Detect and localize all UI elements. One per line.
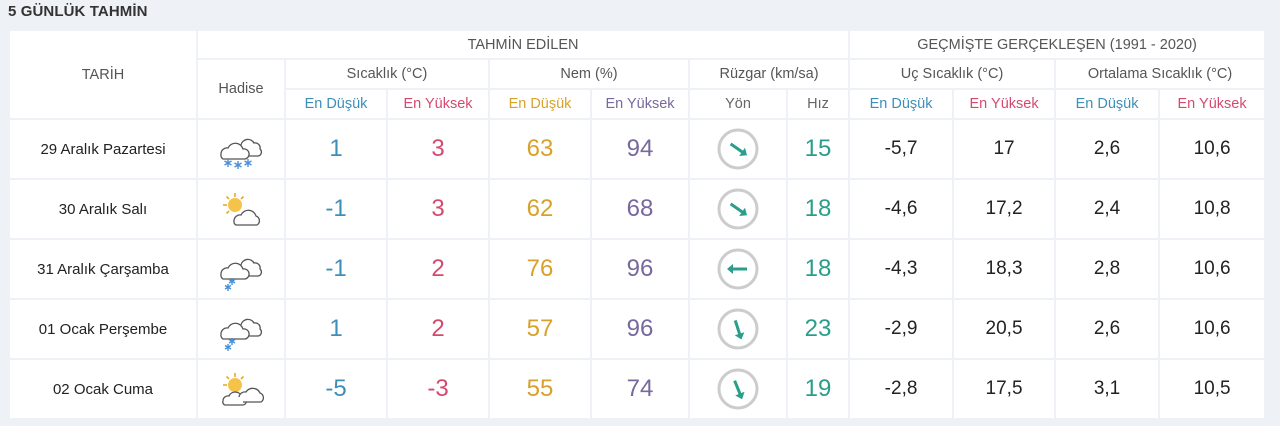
date-cell: 01 Ocak Perşembe bbox=[10, 300, 196, 358]
average-max: 10,5 bbox=[1160, 360, 1265, 418]
humidity-max: 94 bbox=[592, 120, 688, 178]
extreme-min: -4,3 bbox=[850, 240, 953, 298]
subheader-ort-max: En Yüksek bbox=[1160, 90, 1265, 118]
humidity-max: 68 bbox=[592, 180, 688, 238]
temp-max: 2 bbox=[388, 300, 488, 358]
subheader-sicaklik-min: En Düşük bbox=[286, 90, 386, 118]
southeast-arrow-icon bbox=[690, 127, 786, 171]
snow-cloud-icon bbox=[198, 307, 284, 351]
table-row: 31 Aralık Çarşamba -1 2 76 96 18 -4,3 18… bbox=[10, 240, 1265, 298]
extreme-min: -5,7 bbox=[850, 120, 953, 178]
temp-min: -1 bbox=[286, 180, 386, 238]
partly-cloudy-icon bbox=[198, 187, 284, 231]
header-uc-sicaklik: Uç Sıcaklık (°C) bbox=[850, 60, 1055, 88]
humidity-max: 74 bbox=[592, 360, 688, 418]
forecast-table: TARİH TAHMİN EDİLEN GEÇMİŞTE GERÇEKLEŞEN… bbox=[8, 29, 1266, 420]
south-arrow-icon bbox=[690, 307, 786, 351]
date-cell: 31 Aralık Çarşamba bbox=[10, 240, 196, 298]
table-row: 29 Aralık Pazartesi 1 3 63 94 15 -5,7 17… bbox=[10, 120, 1265, 178]
average-min: 2,4 bbox=[1056, 180, 1159, 238]
weather-icon-cell bbox=[198, 360, 284, 418]
date-cell: 29 Aralık Pazartesi bbox=[10, 120, 196, 178]
extreme-max: 17 bbox=[954, 120, 1055, 178]
average-max: 10,6 bbox=[1160, 240, 1265, 298]
header-hadise: Hadise bbox=[198, 60, 284, 118]
temp-min: 1 bbox=[286, 120, 386, 178]
temp-max: 3 bbox=[388, 120, 488, 178]
southeast-arrow-icon bbox=[690, 187, 786, 231]
temp-min: -1 bbox=[286, 240, 386, 298]
weather-icon-cell bbox=[198, 300, 284, 358]
wind-speed: 18 bbox=[788, 240, 849, 298]
average-max: 10,6 bbox=[1160, 300, 1265, 358]
header-ortalama-sicaklik: Ortalama Sıcaklık (°C) bbox=[1056, 60, 1265, 88]
table-row: 01 Ocak Perşembe 1 2 57 96 23 -2,9 20,5 … bbox=[10, 300, 1265, 358]
wind-direction-cell bbox=[690, 240, 786, 298]
snow-cloud-icon bbox=[198, 127, 284, 171]
average-min: 3,1 bbox=[1056, 360, 1159, 418]
weather-icon-cell bbox=[198, 240, 284, 298]
subheader-nem-max: En Yüksek bbox=[592, 90, 688, 118]
weather-icon-cell bbox=[198, 120, 284, 178]
header-sicaklik: Sıcaklık (°C) bbox=[286, 60, 488, 88]
subheader-ort-min: En Düşük bbox=[1056, 90, 1159, 118]
wind-speed: 18 bbox=[788, 180, 849, 238]
humidity-min: 62 bbox=[490, 180, 590, 238]
subheader-sicaklik-max: En Yüksek bbox=[388, 90, 488, 118]
extreme-min: -2,9 bbox=[850, 300, 953, 358]
average-min: 2,6 bbox=[1056, 300, 1159, 358]
wind-direction-cell bbox=[690, 180, 786, 238]
wind-direction-cell bbox=[690, 300, 786, 358]
temp-max: 2 bbox=[388, 240, 488, 298]
humidity-min: 55 bbox=[490, 360, 590, 418]
average-max: 10,6 bbox=[1160, 120, 1265, 178]
wind-speed: 15 bbox=[788, 120, 849, 178]
table-row: 30 Aralık Salı -1 3 62 68 18 -4,6 17,2 2… bbox=[10, 180, 1265, 238]
date-cell: 30 Aralık Salı bbox=[10, 180, 196, 238]
extreme-max: 17,5 bbox=[954, 360, 1055, 418]
humidity-min: 76 bbox=[490, 240, 590, 298]
extreme-min: -2,8 bbox=[850, 360, 953, 418]
forecast-title: 5 GÜNLÜK TAHMİN bbox=[8, 3, 148, 20]
table-row: 02 Ocak Cuma -5 -3 55 74 19 -2,8 17,5 3,… bbox=[10, 360, 1265, 418]
subheader-uc-min: En Düşük bbox=[850, 90, 953, 118]
temp-min: 1 bbox=[286, 300, 386, 358]
average-max: 10,8 bbox=[1160, 180, 1265, 238]
humidity-min: 57 bbox=[490, 300, 590, 358]
extreme-max: 20,5 bbox=[954, 300, 1055, 358]
south-arrow-icon bbox=[690, 367, 786, 411]
temp-max: -3 bbox=[388, 360, 488, 418]
subheader-yon: Yön bbox=[690, 90, 786, 118]
date-cell: 02 Ocak Cuma bbox=[10, 360, 196, 418]
west-arrow-icon bbox=[690, 247, 786, 291]
extreme-max: 18,3 bbox=[954, 240, 1055, 298]
temp-max: 3 bbox=[388, 180, 488, 238]
subheader-uc-max: En Yüksek bbox=[954, 90, 1055, 118]
header-tahmin-edilen: TAHMİN EDİLEN bbox=[198, 31, 849, 58]
extreme-max: 17,2 bbox=[954, 180, 1055, 238]
partly-cloudy-icon bbox=[198, 367, 284, 411]
subheader-nem-min: En Düşük bbox=[490, 90, 590, 118]
snow-cloud-icon bbox=[198, 247, 284, 291]
wind-direction-cell bbox=[690, 360, 786, 418]
weather-icon-cell bbox=[198, 180, 284, 238]
temp-min: -5 bbox=[286, 360, 386, 418]
humidity-max: 96 bbox=[592, 300, 688, 358]
average-min: 2,8 bbox=[1056, 240, 1159, 298]
header-tarih: TARİH bbox=[10, 31, 196, 118]
subheader-hiz: Hız bbox=[788, 90, 849, 118]
average-min: 2,6 bbox=[1056, 120, 1159, 178]
wind-speed: 19 bbox=[788, 360, 849, 418]
header-gecmiste-gerceklesen: GEÇMİŞTE GERÇEKLEŞEN (1991 - 2020) bbox=[850, 31, 1265, 58]
extreme-min: -4,6 bbox=[850, 180, 953, 238]
wind-speed: 23 bbox=[788, 300, 849, 358]
wind-direction-cell bbox=[690, 120, 786, 178]
header-ruzgar: Rüzgar (km/sa) bbox=[690, 60, 849, 88]
humidity-min: 63 bbox=[490, 120, 590, 178]
humidity-max: 96 bbox=[592, 240, 688, 298]
header-nem: Nem (%) bbox=[490, 60, 688, 88]
